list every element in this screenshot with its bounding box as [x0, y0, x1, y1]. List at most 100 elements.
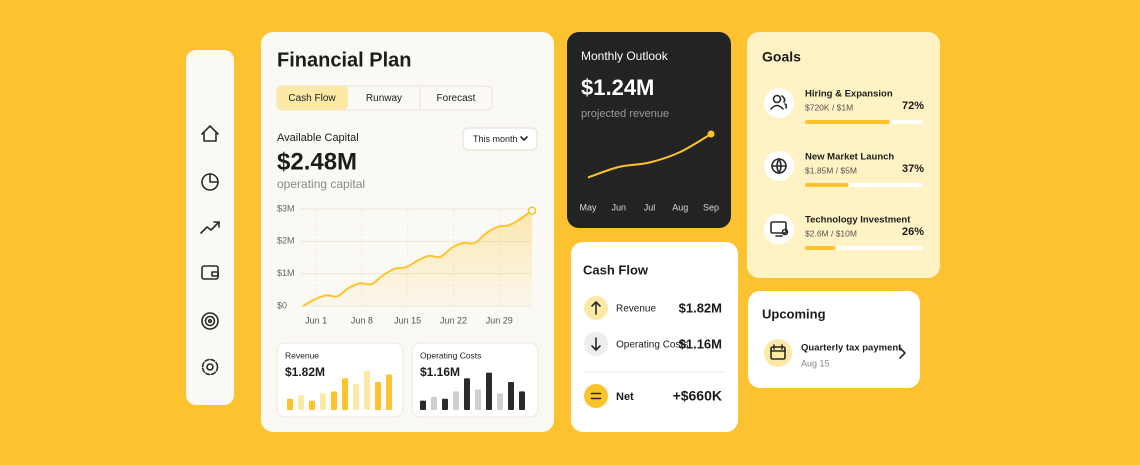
x-tick-label: May: [579, 202, 597, 212]
x-tick-label: Jul: [644, 202, 656, 212]
bar: [453, 391, 459, 410]
tab[interactable]: Forecast: [437, 93, 476, 104]
card-title: Goals: [762, 49, 801, 65]
y-tick-label: $3M: [277, 203, 295, 213]
outlook-value: $1.24M: [581, 75, 654, 100]
line: [587, 133, 712, 179]
x-tick-label: Jun 1: [305, 315, 327, 325]
card-title: Upcoming: [762, 306, 826, 321]
goal-percent: 72%: [902, 100, 924, 112]
x-tick-label: Aug: [672, 202, 688, 212]
nav-analytics[interactable]: [201, 173, 219, 191]
nav-wallet[interactable]: [201, 265, 219, 280]
sidebar: [186, 50, 234, 405]
net-label: Net: [616, 391, 634, 403]
nav-goals[interactable]: [201, 312, 219, 330]
x-tick-label: Jun 22: [440, 315, 467, 325]
bar: [519, 391, 525, 410]
bar: [420, 400, 426, 410]
end-point: [707, 130, 715, 138]
nav-trends[interactable]: [200, 221, 220, 234]
bar: [353, 383, 359, 410]
mini-title: Operating Costs: [420, 350, 481, 360]
line: [302, 209, 533, 307]
goal-amount: $1.85M / $5M: [805, 165, 857, 175]
tab[interactable]: Cash Flow: [288, 93, 336, 104]
period-dropdown[interactable]: [462, 127, 538, 151]
row-value: $1.16M: [679, 336, 722, 351]
goal-name: New Market Launch: [805, 152, 894, 163]
bar: [320, 393, 326, 410]
active-tab[interactable]: [277, 86, 348, 110]
outlook-caption: projected revenue: [581, 108, 669, 120]
tab[interactable]: Runway: [366, 93, 402, 104]
goal-name: Technology Investment: [805, 215, 911, 226]
card-title: Cash Flow: [583, 262, 649, 277]
upcoming-item[interactable]: Quarterly tax payment: [801, 343, 902, 354]
area: [303, 210, 532, 306]
goal-icons: [764, 88, 794, 244]
row-label: Operating Costs: [616, 340, 688, 351]
chevron-right[interactable]: [899, 347, 906, 359]
calendar-lines: [770, 344, 786, 352]
mini-value: $1.16M: [420, 365, 460, 379]
bar: [331, 391, 337, 410]
end-point: [527, 206, 537, 215]
mini-title: Revenue: [285, 350, 319, 360]
net-value: +$660K: [673, 388, 722, 404]
upcoming-card: [748, 291, 920, 388]
bar: [386, 374, 392, 410]
bar: [431, 396, 437, 410]
bar: [486, 372, 492, 410]
goal-percent: 26%: [902, 226, 924, 238]
arrow-up: [591, 301, 601, 315]
x-tick-label: Jun 29: [486, 315, 513, 325]
y-tick-label: $2M: [277, 236, 295, 246]
progress-fill: [805, 120, 890, 124]
arrow-down: [591, 337, 601, 351]
upcoming-date: Aug 15: [801, 358, 830, 368]
goal-amount: $720K / $1M: [805, 102, 853, 112]
net-icon: [584, 384, 608, 408]
goals-card: [747, 32, 940, 278]
bar: [342, 378, 348, 410]
bar: [508, 382, 514, 410]
row-label: Revenue: [616, 304, 656, 315]
bar: [442, 398, 448, 410]
goal-percent: 37%: [902, 163, 924, 175]
calendar: [770, 346, 786, 360]
chevron: [520, 136, 528, 141]
cash-flow-card: [571, 242, 738, 432]
capital-label: Available Capital: [277, 132, 359, 144]
period-label[interactable]: This month: [473, 134, 518, 144]
bar: [364, 370, 370, 410]
revenue-mini-card: [276, 342, 404, 418]
x-tick-label: Jun 8: [351, 315, 373, 325]
goal-name: Hiring & Expansion: [805, 89, 893, 100]
capital-caption: operating capital: [277, 177, 365, 191]
outlook-title: Monthly Outlook: [581, 49, 669, 63]
costs-mini-card: [411, 342, 539, 418]
bar: [298, 395, 304, 410]
y-tick-label: $0: [277, 300, 287, 310]
capital-value: $2.48M: [277, 148, 357, 175]
nav-settings[interactable]: [201, 358, 219, 376]
bar: [497, 393, 503, 410]
equals: [590, 392, 602, 400]
calendar-icon: [764, 339, 792, 367]
progress-fill: [805, 183, 849, 187]
nav-home[interactable]: [201, 125, 219, 142]
card-title: Financial Plan: [277, 49, 411, 71]
bar: [287, 398, 293, 410]
bar: [475, 389, 481, 410]
mini-value: $1.82M: [285, 365, 325, 379]
x-tick-label: Jun: [611, 202, 626, 212]
bar: [309, 400, 315, 410]
row-value: $1.82M: [679, 300, 722, 315]
x-tick-label: Sep: [703, 202, 719, 212]
bar: [464, 378, 470, 410]
goal-amount: $2.6M / $10M: [805, 228, 857, 238]
y-tick-label: $1M: [277, 268, 295, 278]
